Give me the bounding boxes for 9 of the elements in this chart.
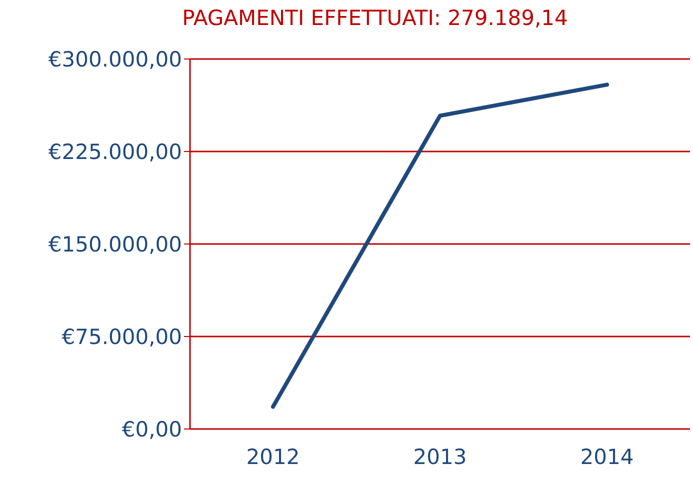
y-tick-label: €75.000,00 — [62, 324, 182, 349]
y-tick-label: €225.000,00 — [48, 140, 182, 164]
y-tick-label: €0,00 — [122, 417, 182, 442]
x-tick-label: 2012 — [246, 444, 300, 469]
chart-title: PAGAMENTI EFFETTUATI: 279.189,14 — [181, 6, 569, 30]
x-tick-label: 2013 — [413, 444, 467, 469]
y-tick-label: €300.000,00 — [48, 47, 182, 72]
x-tick-label: 2014 — [580, 444, 634, 469]
y-tick-label: €150.000,00 — [48, 232, 182, 256]
